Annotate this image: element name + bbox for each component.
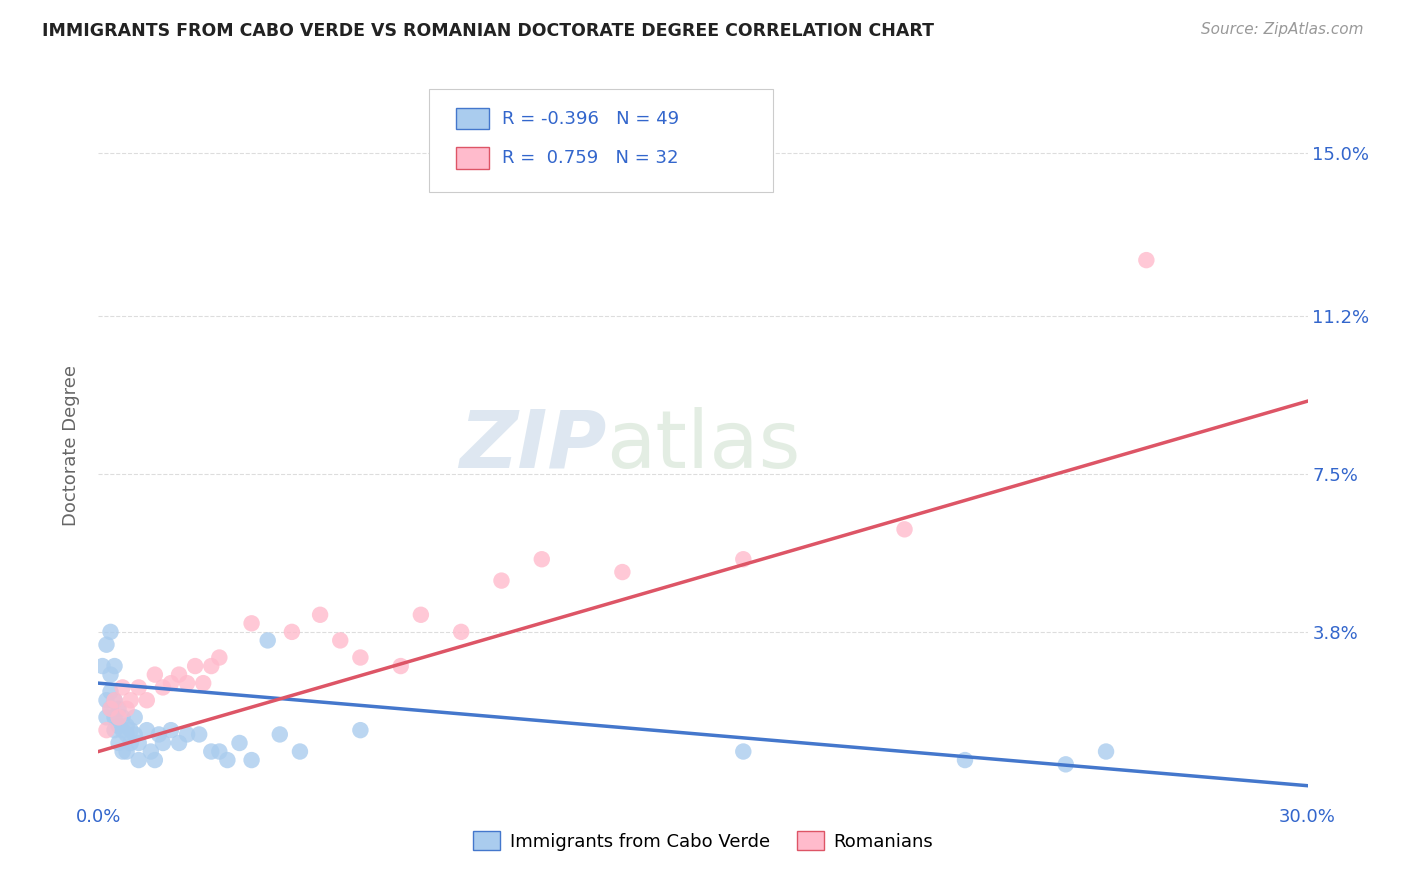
Point — [139, 745, 162, 759]
Point — [100, 702, 122, 716]
Point — [100, 702, 122, 716]
Point — [1054, 757, 1077, 772]
Point — [128, 681, 150, 695]
Text: Source: ZipAtlas.com: Source: ZipAtlas.com — [1201, 22, 1364, 37]
Point — [160, 676, 183, 690]
Text: R =  0.759   N = 32: R = 0.759 N = 32 — [502, 149, 679, 167]
Point — [111, 723, 134, 738]
Point — [208, 650, 231, 665]
Point — [240, 616, 263, 631]
Point — [115, 702, 138, 716]
Point — [135, 693, 157, 707]
Point — [103, 693, 125, 707]
Point — [107, 736, 129, 750]
Point — [193, 676, 215, 690]
Point — [124, 710, 146, 724]
Point — [160, 723, 183, 738]
Point — [107, 702, 129, 716]
Point — [450, 624, 472, 639]
Point — [152, 681, 174, 695]
Point — [103, 693, 125, 707]
Point — [269, 727, 291, 741]
Point — [115, 745, 138, 759]
Point — [491, 574, 513, 588]
Point — [96, 693, 118, 707]
Point — [409, 607, 432, 622]
Point — [893, 522, 915, 536]
Point — [167, 736, 190, 750]
Point — [107, 719, 129, 733]
Point — [115, 719, 138, 733]
Point — [103, 659, 125, 673]
Point — [111, 681, 134, 695]
Point — [107, 710, 129, 724]
Point — [733, 552, 755, 566]
Point — [135, 723, 157, 738]
Text: ZIP: ZIP — [458, 407, 606, 485]
Point — [124, 727, 146, 741]
Point — [96, 710, 118, 724]
Point — [188, 727, 211, 741]
Point — [309, 607, 332, 622]
Text: R = -0.396   N = 49: R = -0.396 N = 49 — [502, 110, 679, 128]
Point — [96, 638, 118, 652]
Point — [128, 753, 150, 767]
Point — [115, 727, 138, 741]
Point — [612, 565, 634, 579]
Point — [120, 693, 142, 707]
Point — [120, 723, 142, 738]
Point — [208, 745, 231, 759]
Point — [152, 736, 174, 750]
Point — [143, 753, 166, 767]
Point — [176, 727, 198, 741]
Point — [100, 624, 122, 639]
Point — [389, 659, 412, 673]
Point — [1095, 745, 1118, 759]
Point — [1135, 253, 1157, 268]
Point — [530, 552, 553, 566]
Point — [184, 659, 207, 673]
Point — [281, 624, 304, 639]
Point — [288, 745, 311, 759]
Point — [143, 667, 166, 681]
Text: IMMIGRANTS FROM CABO VERDE VS ROMANIAN DOCTORATE DEGREE CORRELATION CHART: IMMIGRANTS FROM CABO VERDE VS ROMANIAN D… — [42, 22, 934, 40]
Point — [240, 753, 263, 767]
Point — [111, 710, 134, 724]
Point — [176, 676, 198, 690]
Point — [349, 650, 371, 665]
Point — [91, 659, 114, 673]
Point — [103, 723, 125, 738]
Point — [256, 633, 278, 648]
Point — [100, 684, 122, 698]
Point — [217, 753, 239, 767]
Point — [200, 659, 222, 673]
Y-axis label: Doctorate Degree: Doctorate Degree — [62, 366, 80, 526]
Point — [120, 736, 142, 750]
Point — [200, 745, 222, 759]
Point — [96, 723, 118, 738]
Legend: Immigrants from Cabo Verde, Romanians: Immigrants from Cabo Verde, Romanians — [467, 824, 939, 858]
Point — [100, 667, 122, 681]
Point — [228, 736, 250, 750]
Point — [128, 736, 150, 750]
Point — [167, 667, 190, 681]
Point — [953, 753, 976, 767]
Point — [148, 727, 170, 741]
Point — [349, 723, 371, 738]
Text: atlas: atlas — [606, 407, 800, 485]
Point — [329, 633, 352, 648]
Point — [103, 710, 125, 724]
Point — [733, 745, 755, 759]
Point — [111, 745, 134, 759]
